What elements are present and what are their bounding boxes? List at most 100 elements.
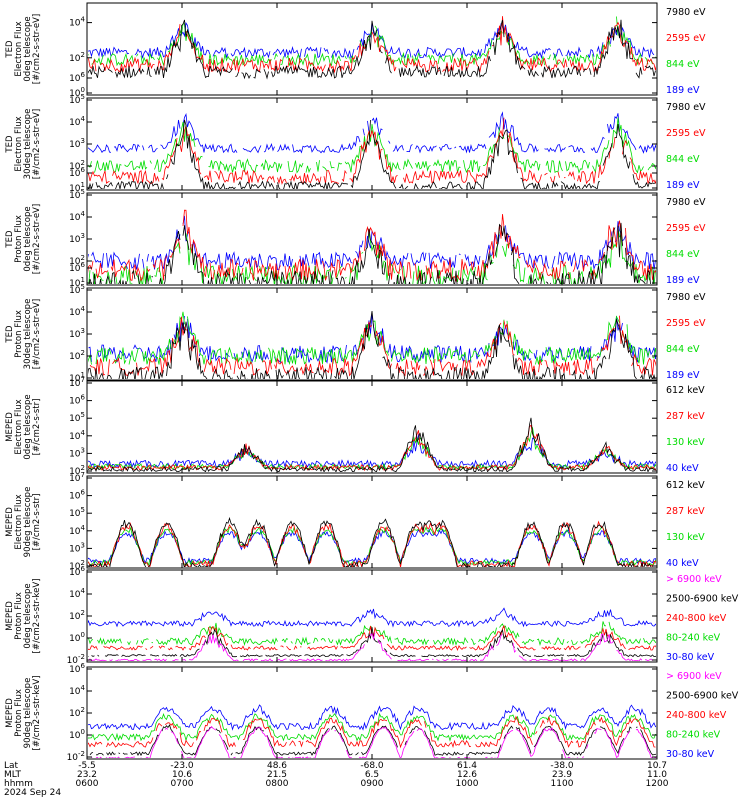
footer-value: 23.2 bbox=[77, 770, 97, 780]
plot-area bbox=[88, 704, 656, 758]
y-axis-label: TED bbox=[5, 40, 15, 59]
y-axis-label: MEPED bbox=[5, 698, 15, 728]
footer-value: 10.7 bbox=[647, 761, 667, 771]
plot-area bbox=[88, 209, 656, 284]
series-trace bbox=[88, 621, 656, 647]
series-trace bbox=[88, 16, 656, 67]
panel-frame bbox=[86, 287, 658, 381]
legend-entry: 844 eV bbox=[666, 154, 700, 165]
series-trace bbox=[88, 209, 656, 283]
x-axis-footer: Lat -5.5 -23.0 48.6 -68.0 61.4 -38.0 10.7 MLT 23.… bbox=[4, 761, 669, 798]
legend-entry: 2500-6900 keV bbox=[666, 691, 739, 702]
y-axis-label: 0deg telescope bbox=[23, 583, 33, 648]
legend-entry: 2595 eV bbox=[666, 223, 706, 234]
y-axis-label: [#/cm2-s-str] bbox=[32, 494, 42, 551]
legend-entry: 240-800 keV bbox=[666, 613, 727, 624]
y-axis-label: [#/cm2-s-str-eV] bbox=[32, 204, 42, 274]
panel-8: 10-2 100 102 104 106 MEPED Proton Flux 90deg te… bbox=[5, 662, 739, 763]
plot-area bbox=[88, 310, 656, 379]
y-axis-label: Electron Flux bbox=[14, 494, 24, 549]
y-tick-label: 106 bbox=[69, 261, 85, 274]
y-tick-label: 104 bbox=[69, 684, 85, 697]
series-trace bbox=[88, 119, 656, 189]
legend-entry: 7980 eV bbox=[666, 197, 706, 208]
legend-entry: 844 eV bbox=[666, 59, 700, 70]
series-trace bbox=[88, 111, 656, 154]
y-tick-label: 102 bbox=[69, 609, 85, 622]
plot-area bbox=[88, 111, 656, 189]
y-tick-label: 106 bbox=[69, 166, 85, 179]
y-tick-label: 102 bbox=[69, 559, 85, 572]
footer-row-label: hhmm bbox=[4, 779, 33, 789]
y-tick-label: 100 bbox=[69, 631, 85, 644]
legend-entry: 40 keV bbox=[666, 463, 699, 474]
y-tick-label: 102 bbox=[69, 706, 85, 719]
footer-value: -5.5 bbox=[78, 761, 96, 771]
series-trace bbox=[88, 715, 656, 749]
y-axis-label: [#/cm2-s-str-keV] bbox=[32, 676, 42, 751]
y-tick-label: 105 bbox=[69, 506, 85, 519]
y-axis-label: Proton Flux bbox=[14, 215, 24, 263]
legend-entry: 287 keV bbox=[666, 411, 705, 422]
legend-entry: 844 eV bbox=[666, 249, 700, 260]
y-tick-label: 102 bbox=[69, 159, 85, 172]
footer-value: -23.0 bbox=[170, 761, 194, 771]
y-axis-label: 90deg telescope bbox=[23, 678, 33, 749]
legend-entry: 612 keV bbox=[666, 480, 705, 491]
y-tick-label: 103 bbox=[69, 232, 85, 245]
y-axis-label: Proton Flux bbox=[14, 310, 24, 358]
y-tick-label: 101 bbox=[69, 276, 85, 289]
series-trace bbox=[88, 314, 656, 364]
legend-entry: 2595 eV bbox=[666, 128, 706, 139]
legend-entry: 130 keV bbox=[666, 532, 705, 543]
series-trace bbox=[88, 712, 656, 742]
series-trace bbox=[88, 516, 652, 567]
y-tick-label: 107 bbox=[69, 376, 85, 389]
y-axis-label: [#/cm2-s-str-eV] bbox=[32, 14, 42, 84]
series-trace bbox=[88, 117, 656, 185]
panel-7: 10-2 100 102 104 106 MEPED Proton Flux 0deg tel… bbox=[5, 565, 739, 666]
legend-entry: 7980 eV bbox=[666, 292, 706, 303]
y-axis-label: 0deg telescope bbox=[23, 394, 33, 459]
y-tick-label: 104 bbox=[69, 429, 85, 442]
legend-entry: 189 eV bbox=[666, 85, 700, 96]
y-axis-label: Electron Flux bbox=[14, 399, 24, 454]
y-axis-label: MEPED bbox=[5, 601, 15, 631]
series-trace bbox=[91, 725, 656, 758]
y-axis-label: TED bbox=[5, 230, 15, 249]
series-trace bbox=[88, 227, 656, 284]
y-tick-label: 100 bbox=[69, 728, 85, 741]
y-tick-label: 103 bbox=[69, 446, 85, 459]
legend-entry: 7980 eV bbox=[666, 7, 706, 18]
y-tick-label: 103 bbox=[69, 137, 85, 150]
series-trace bbox=[88, 607, 656, 628]
footer-value: 10.6 bbox=[172, 770, 192, 780]
series-trace bbox=[88, 632, 656, 661]
footer-date: 2024 Sep 24 bbox=[4, 788, 61, 798]
series-trace bbox=[88, 624, 656, 652]
footer-value: 0700 bbox=[171, 779, 194, 789]
panel-6: 102 103 104 105 106 107 MEPED Electron Flux 90de… bbox=[5, 471, 705, 572]
series-trace bbox=[88, 16, 656, 74]
series-trace bbox=[88, 19, 656, 80]
footer-value: 0600 bbox=[76, 779, 99, 789]
y-tick-label: 102 bbox=[69, 51, 85, 64]
y-axis-label: Proton Flux bbox=[14, 592, 24, 640]
legend-entry: > 6900 keV bbox=[666, 574, 722, 585]
plot-area bbox=[88, 516, 656, 567]
series-trace bbox=[88, 424, 656, 472]
y-axis-label: 30deg telescope bbox=[23, 109, 33, 180]
legend-entry: 80-240 keV bbox=[666, 730, 721, 741]
footer-value: 48.6 bbox=[267, 761, 287, 771]
panel-2: 101 102 103 104 105 106 TED Electron Flux 30deg … bbox=[5, 71, 706, 194]
footer-value: 6.5 bbox=[365, 770, 379, 780]
footer-value: 12.6 bbox=[457, 770, 477, 780]
footer-value: 11.0 bbox=[647, 770, 667, 780]
legend-entry: 2595 eV bbox=[666, 33, 706, 44]
legend-entry: 80-240 keV bbox=[666, 633, 721, 644]
panel-3: 101 102 103 104 105 106 TED Proton Flux 0deg tel… bbox=[5, 166, 706, 289]
plot-area bbox=[88, 16, 656, 80]
legend-entry: 287 keV bbox=[666, 506, 705, 517]
legend-entry: 30-80 keV bbox=[666, 652, 715, 663]
footer-row-label: MLT bbox=[4, 770, 22, 780]
